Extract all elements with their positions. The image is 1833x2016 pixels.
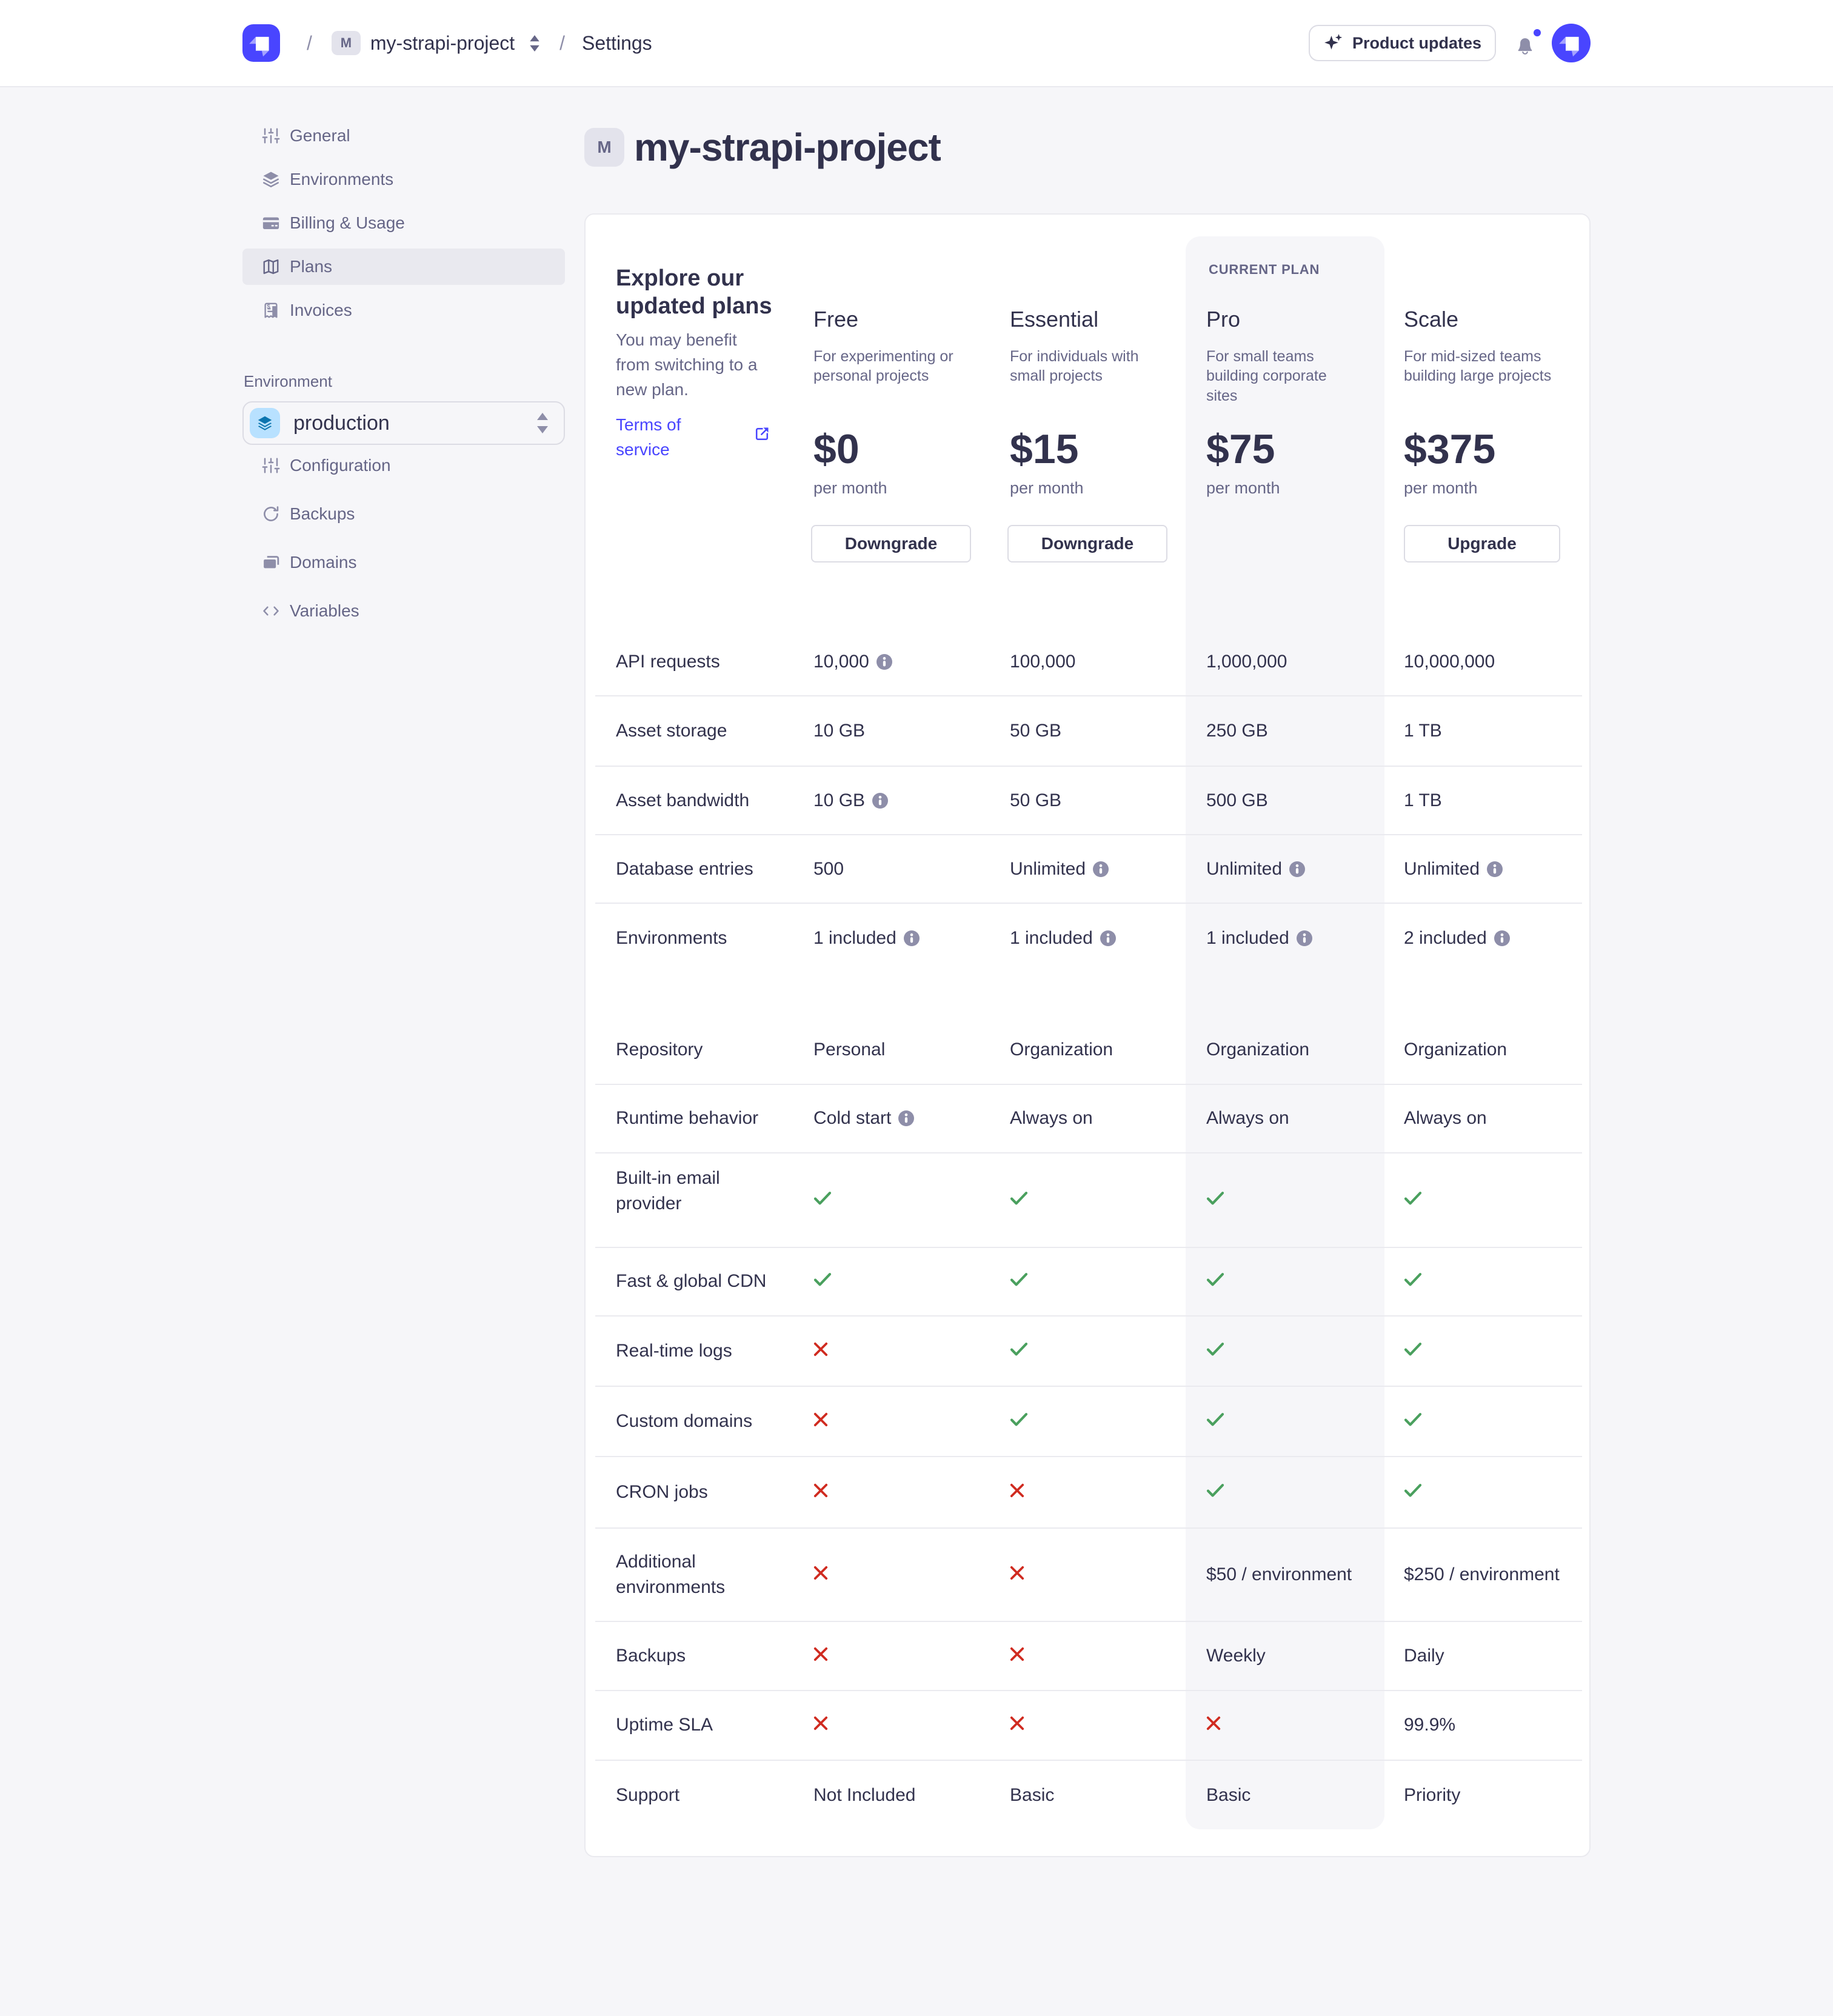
svg-text:$: $	[267, 304, 270, 310]
